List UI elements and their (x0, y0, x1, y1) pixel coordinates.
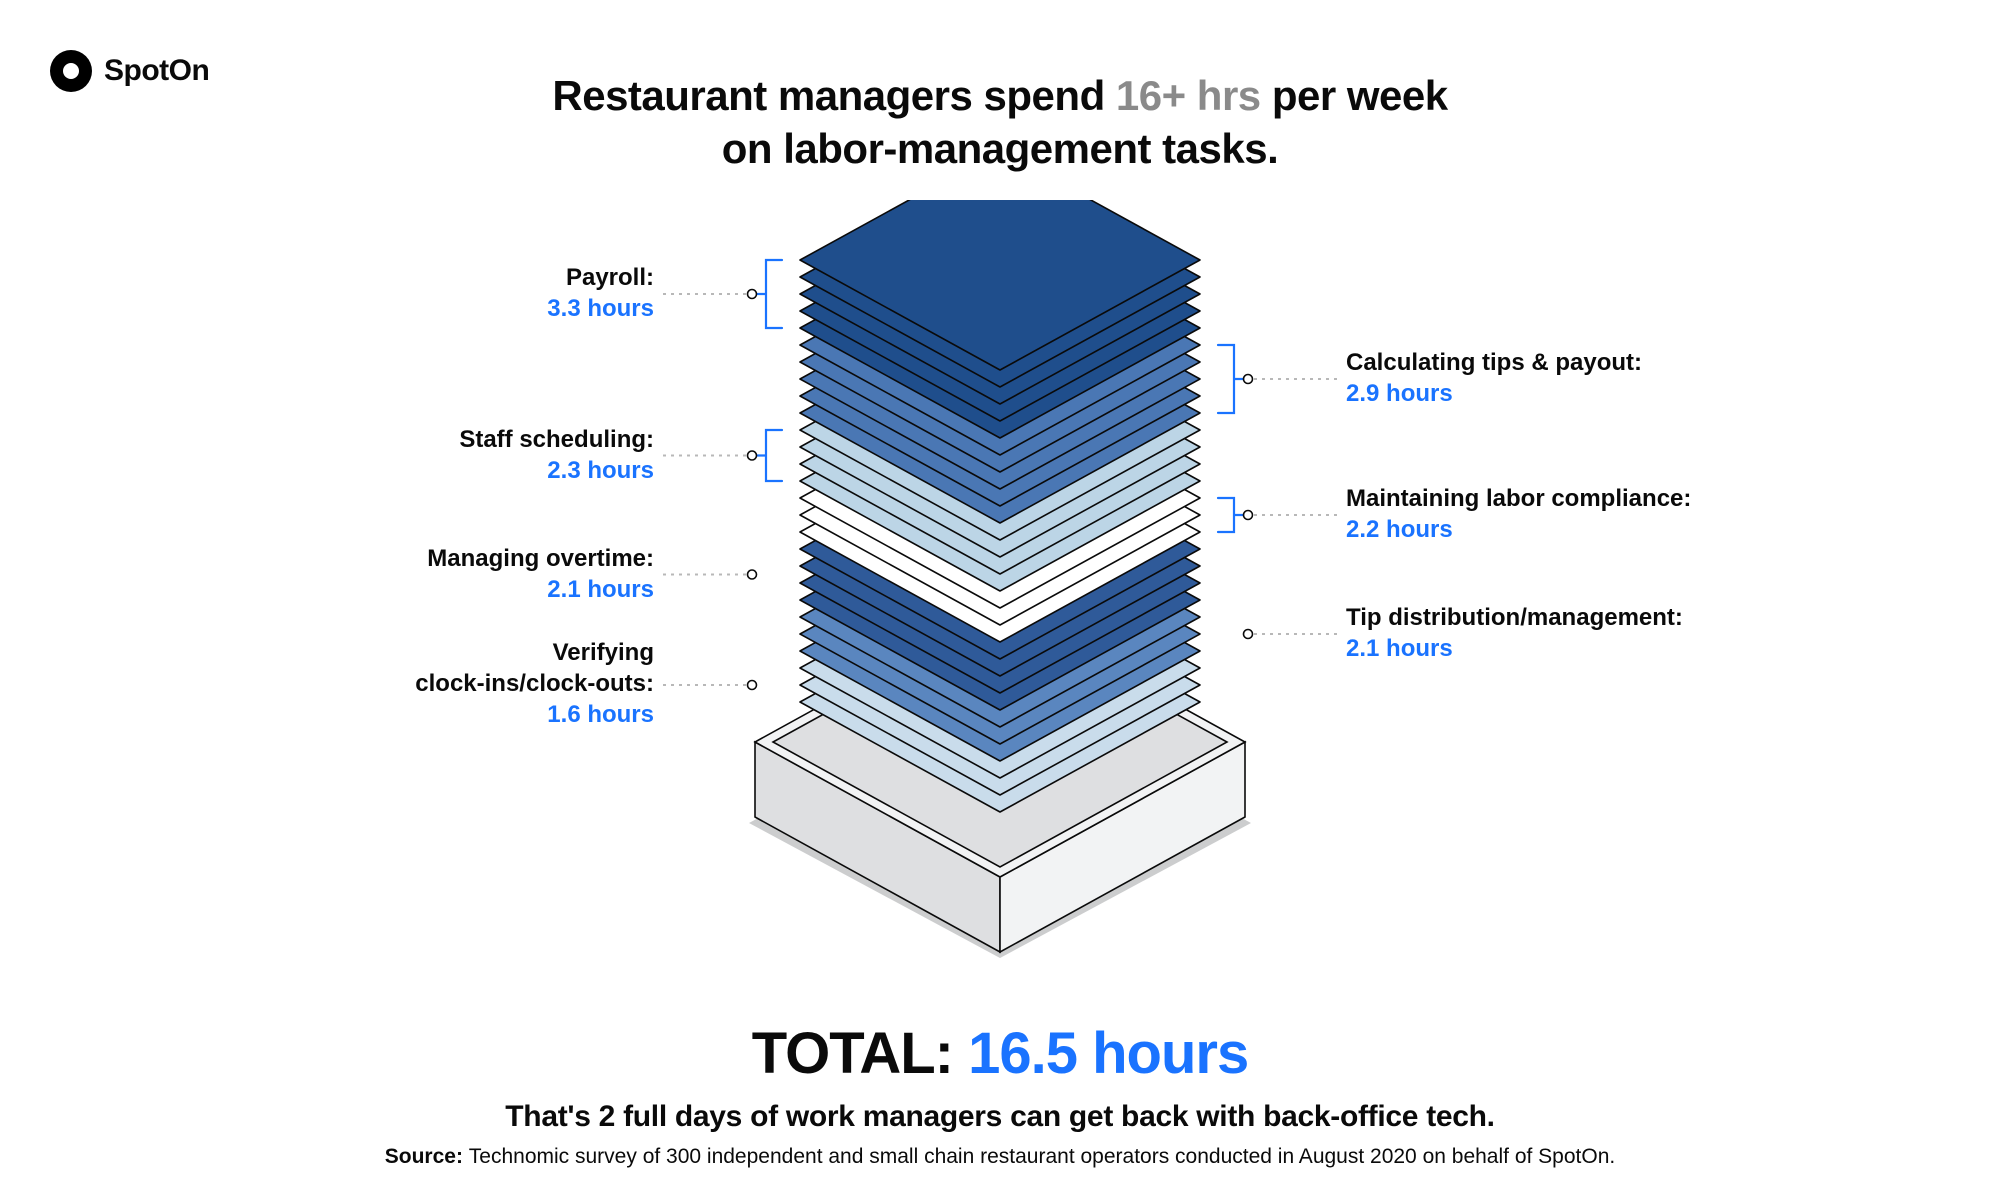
callout-overtime: Managing overtime:2.1 hours (274, 543, 654, 605)
callout-payroll: Payroll:3.3 hours (274, 262, 654, 324)
stack-diagram (620, 200, 1380, 960)
callout-scheduling: Staff scheduling:2.3 hours (274, 424, 654, 486)
headline-post: per week (1261, 72, 1448, 119)
headline-pre: Restaurant managers spend (552, 72, 1116, 119)
total-label: TOTAL: (752, 1021, 968, 1086)
callout-compliance: Maintaining labor compliance:2.2 hours (1346, 483, 1726, 545)
total-line: TOTAL: 16.5 hours (0, 1020, 2000, 1087)
headline-line2: on labor-management tasks. (722, 125, 1278, 172)
headline: Restaurant managers spend 16+ hrs per we… (0, 70, 2000, 175)
total-value: 16.5 hours (968, 1021, 1248, 1086)
subline: That's 2 full days of work managers can … (0, 1100, 2000, 1134)
callout-tip_dist: Tip distribution/management:2.1 hours (1346, 602, 1726, 664)
callout-clockins: Verifyingclock-ins/clock-outs:1.6 hours (274, 637, 654, 731)
headline-emphasis: 16+ hrs (1116, 72, 1261, 119)
callout-tips_calc: Calculating tips & payout:2.9 hours (1346, 347, 1726, 409)
source-text: Technomic survey of 300 independent and … (469, 1145, 1615, 1168)
source-line: Source: Technomic survey of 300 independ… (0, 1145, 2000, 1169)
source-label: Source: (385, 1145, 469, 1168)
